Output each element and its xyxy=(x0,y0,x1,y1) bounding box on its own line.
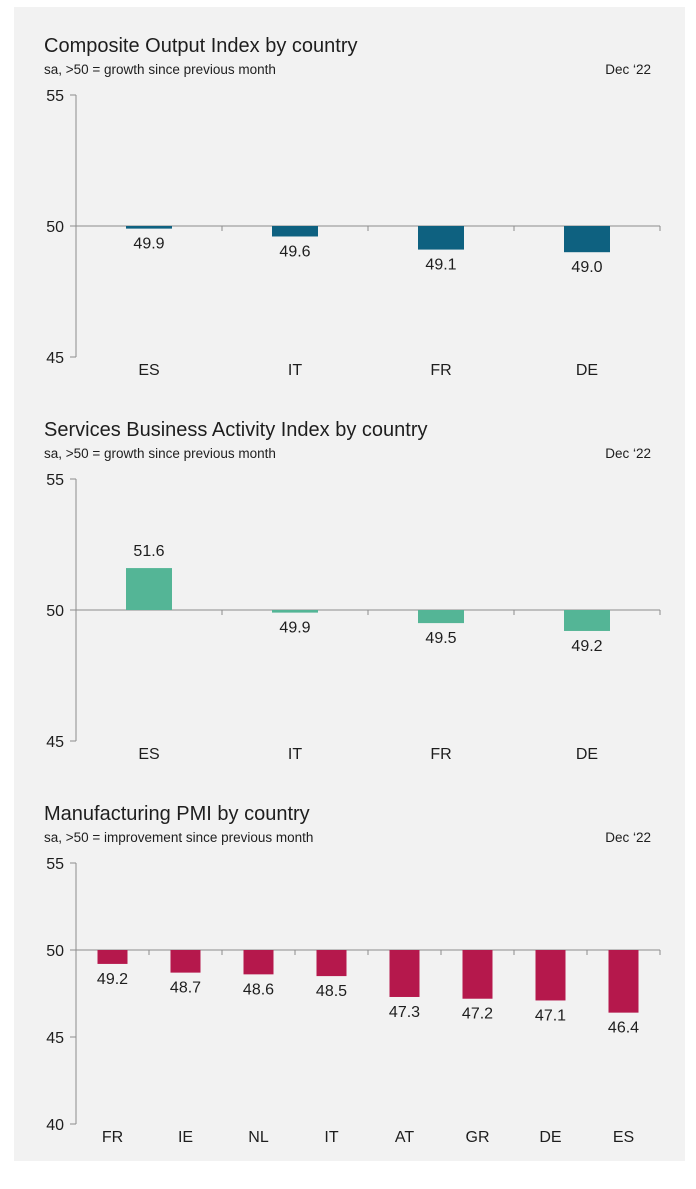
data-label: 48.6 xyxy=(243,981,274,998)
category-label: NL xyxy=(248,1129,269,1146)
y-tick-label: 45 xyxy=(46,350,64,367)
chart-title: Composite Output Index by country xyxy=(44,35,358,57)
category-label: DE xyxy=(576,746,598,763)
data-label: 49.0 xyxy=(571,259,602,276)
category-label: ES xyxy=(138,746,159,763)
y-tick-label: 45 xyxy=(46,734,64,751)
bar xyxy=(462,950,493,999)
data-label: 51.6 xyxy=(133,543,164,560)
data-label: 49.9 xyxy=(133,236,164,253)
chart-subtitle: sa, >50 = growth since previous month xyxy=(44,446,276,461)
category-label: IE xyxy=(178,1129,193,1146)
chart-date: Dec ‘22 xyxy=(605,446,651,461)
category-label: FR xyxy=(102,1129,123,1146)
chart-subtitle: sa, >50 = growth since previous month xyxy=(44,62,276,77)
bar xyxy=(564,226,610,253)
category-label: DE xyxy=(539,1129,561,1146)
category-label: GR xyxy=(466,1129,490,1146)
bar xyxy=(243,950,274,975)
bar xyxy=(316,950,347,977)
category-label: FR xyxy=(430,362,451,379)
data-label: 49.6 xyxy=(279,243,310,260)
y-tick-label: 50 xyxy=(46,603,64,620)
services-activity-chart: 45 50 55 51.6 ES 49.9 IT 49.5 FR 49.2 DE xyxy=(46,472,661,763)
y-tick-label: 50 xyxy=(46,943,64,960)
y-tick-label: 45 xyxy=(46,1030,64,1047)
y-tick-label: 55 xyxy=(46,472,64,489)
y-tick-label: 55 xyxy=(46,856,64,873)
services-activity-panel: Services Business Activity Index by coun… xyxy=(14,419,685,779)
data-label: 49.9 xyxy=(279,620,310,637)
manufacturing-pmi-chart: 40 45 50 55 49.2 FR 48.7 IE 48.6 NL 48.5 IT 47.3 AT 47… xyxy=(46,856,661,1146)
data-label: 49.2 xyxy=(571,638,602,655)
chart-title: Manufacturing PMI by country xyxy=(44,803,310,825)
bar xyxy=(126,568,172,610)
category-label: AT xyxy=(395,1129,414,1146)
y-tick-label: 55 xyxy=(46,88,64,105)
data-label: 47.3 xyxy=(389,1004,420,1021)
category-label: DE xyxy=(576,362,598,379)
data-label: 46.4 xyxy=(608,1020,639,1037)
data-label: 47.2 xyxy=(462,1006,493,1023)
bar xyxy=(126,226,172,229)
bar xyxy=(418,610,464,624)
data-label: 49.5 xyxy=(425,630,456,647)
data-label: 49.2 xyxy=(97,971,128,988)
chart-page: Composite Output Index by country sa, >5… xyxy=(14,7,685,1161)
data-label: 48.7 xyxy=(170,980,201,997)
category-label: IT xyxy=(324,1129,338,1146)
data-label: 47.1 xyxy=(535,1007,566,1024)
bar xyxy=(272,226,318,237)
y-tick-label: 40 xyxy=(46,1117,64,1134)
bar xyxy=(170,950,201,973)
composite-output-chart: 45 50 55 49.9 ES 49.6 IT 49.1 FR 49.0 DE xyxy=(46,88,661,379)
bar xyxy=(418,226,464,250)
chart-title: Services Business Activity Index by coun… xyxy=(44,419,428,441)
bar xyxy=(272,610,318,613)
category-label: IT xyxy=(288,746,302,763)
data-label: 49.1 xyxy=(425,257,456,274)
y-tick-label: 50 xyxy=(46,219,64,236)
bar xyxy=(535,950,566,1001)
bar xyxy=(608,950,639,1013)
category-label: ES xyxy=(613,1129,634,1146)
category-label: ES xyxy=(138,362,159,379)
bar xyxy=(564,610,610,631)
composite-output-panel: Composite Output Index by country sa, >5… xyxy=(14,35,685,395)
chart-date: Dec ‘22 xyxy=(605,62,651,77)
category-label: FR xyxy=(430,746,451,763)
data-label: 48.5 xyxy=(316,983,347,1000)
bar xyxy=(97,950,128,964)
chart-date: Dec ‘22 xyxy=(605,830,651,845)
bar xyxy=(389,950,420,997)
manufacturing-pmi-panel: Manufacturing PMI by country sa, >50 = i… xyxy=(14,803,685,1161)
chart-subtitle: sa, >50 = improvement since previous mon… xyxy=(44,830,314,845)
category-label: IT xyxy=(288,362,302,379)
